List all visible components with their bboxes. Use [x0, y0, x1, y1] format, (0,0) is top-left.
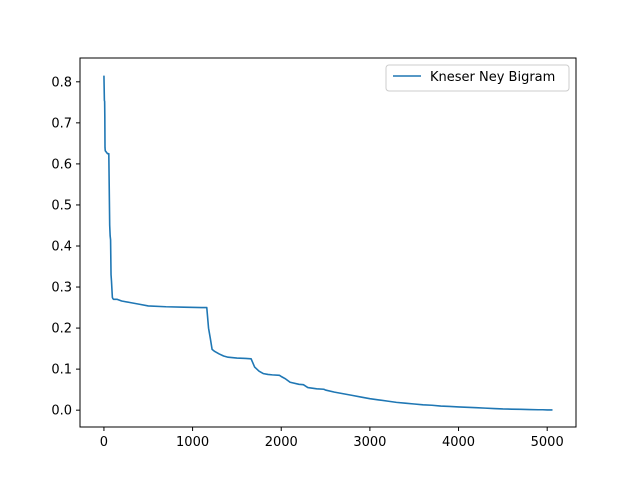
legend: Kneser Ney Bigram	[385, 64, 570, 92]
axes-frame	[79, 57, 577, 428]
y-tick-label: 0.8	[51, 75, 72, 90]
y-tick-label: 0.0	[51, 404, 72, 419]
x-tick-label: 5000	[531, 435, 564, 450]
x-tick-label: 1000	[176, 435, 209, 450]
x-axis-ticks: 0 1000 2000 3000 4000 5000	[100, 427, 564, 450]
series-layer	[103, 75, 553, 411]
y-tick-label: 0.7	[51, 116, 72, 131]
y-tick-label: 0.1	[51, 363, 72, 378]
x-tick-label: 3000	[353, 435, 386, 450]
legend-box	[385, 64, 570, 92]
y-tick-label: 0.4	[51, 239, 72, 254]
series-line-kneser-ney-bigram	[103, 75, 553, 411]
legend-entry-kneser-ney-bigram: Kneser Ney Bigram	[430, 70, 555, 85]
x-tick-label: 0	[100, 435, 108, 450]
x-tick-label: 2000	[265, 435, 298, 450]
y-axis-ticks: 0.0 0.1 0.2 0.3 0.4 0.5 0.6 0.7 0.8	[51, 75, 80, 419]
y-tick-label: 0.5	[51, 198, 72, 213]
x-tick-label: 4000	[442, 435, 475, 450]
y-tick-label: 0.3	[51, 281, 72, 296]
y-tick-label: 0.6	[51, 157, 72, 172]
y-tick-label: 0.2	[51, 322, 72, 337]
